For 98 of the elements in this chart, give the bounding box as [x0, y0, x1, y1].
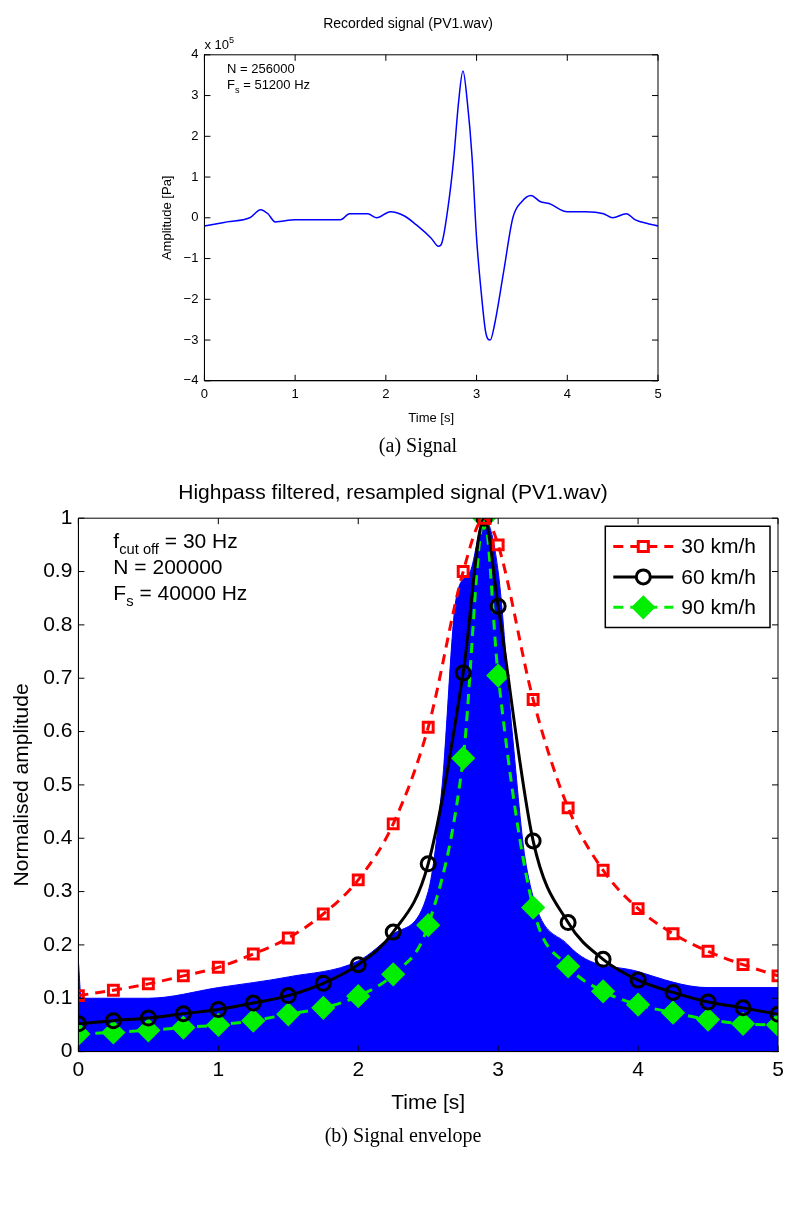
x-tick-label: 1 — [291, 386, 299, 402]
y-axis-title: Amplitude [Pa] — [159, 175, 175, 261]
y-tick-label: 0.7 — [43, 665, 73, 689]
point — [591, 979, 615, 1003]
text: (b) Signal envelope — [323, 1124, 483, 1147]
y-tick-label: 2 — [191, 127, 199, 143]
point — [491, 538, 505, 552]
point — [489, 597, 507, 615]
y-tick-label: 0.3 — [43, 878, 73, 902]
point — [349, 956, 367, 974]
point — [384, 923, 402, 941]
point — [631, 902, 645, 916]
point — [104, 1012, 122, 1030]
y-tick-label: −3 — [183, 331, 199, 347]
point — [211, 960, 225, 974]
y-tick-label: −4 — [183, 372, 199, 388]
y-tick-label: 0 — [191, 209, 199, 225]
annotation: N = 256000 — [227, 61, 295, 76]
point — [526, 693, 540, 707]
point — [106, 983, 120, 997]
point — [556, 954, 580, 978]
point — [351, 873, 365, 887]
point — [279, 987, 297, 1005]
point — [246, 947, 260, 961]
point — [311, 996, 335, 1020]
y-tick-label: −1 — [183, 250, 199, 266]
point — [454, 664, 472, 682]
point — [626, 993, 650, 1017]
point — [451, 746, 475, 770]
point — [346, 984, 370, 1008]
point — [696, 1008, 720, 1032]
y-tick-label: 0.4 — [43, 825, 73, 849]
x-tick-label: 2 — [382, 386, 390, 402]
y-tick-label: 3 — [191, 87, 199, 103]
legend-label: 90 km/h — [681, 595, 756, 619]
point — [731, 1012, 755, 1036]
x-tick-label: 3 — [492, 1057, 504, 1080]
x-tick-label: 5 — [654, 386, 662, 402]
point — [421, 720, 435, 734]
y-tick-label: 0.6 — [43, 718, 73, 742]
y-tick-label: 4 — [191, 46, 199, 62]
chart-title: Recorded signal (PV1.wav) — [323, 15, 493, 32]
y-tick-label: 0.8 — [43, 611, 73, 635]
point — [176, 969, 190, 983]
point — [281, 931, 295, 945]
x-tick-label: 4 — [563, 386, 571, 402]
point — [386, 817, 400, 831]
point — [629, 971, 647, 989]
point — [141, 977, 155, 991]
y-tick-label: 0 — [60, 1038, 73, 1062]
point — [171, 1016, 195, 1040]
point — [244, 994, 262, 1012]
point — [241, 1009, 265, 1033]
y-axis-title: Normalised amplitude — [9, 683, 33, 887]
y-tick-label: 1 — [60, 505, 73, 528]
x-tick-label: 3 — [472, 386, 481, 402]
point — [174, 1005, 192, 1023]
point — [206, 1013, 230, 1037]
y-tick-label: 0.5 — [43, 771, 73, 795]
point — [276, 1002, 300, 1026]
legend-label: 30 km/h — [681, 534, 756, 558]
point — [419, 855, 437, 873]
point — [456, 565, 470, 578]
point — [596, 863, 610, 877]
point — [699, 993, 717, 1011]
point — [139, 1009, 157, 1027]
point — [561, 801, 575, 815]
point — [486, 664, 510, 688]
y-tick-label: 0.1 — [43, 985, 73, 1009]
x-tick-label: 1 — [212, 1057, 225, 1080]
point — [666, 927, 680, 941]
point — [701, 944, 715, 958]
x-axis-title: Time [s] — [408, 409, 455, 425]
point — [524, 832, 542, 850]
legend-label: 60 km/h — [681, 564, 756, 588]
y-tick-label: −2 — [183, 290, 199, 306]
point — [736, 958, 750, 972]
point — [734, 999, 752, 1017]
x-axis-title: Time [s] — [391, 1090, 466, 1114]
point — [209, 1000, 227, 1018]
y-tick-label: 1 — [191, 168, 199, 184]
point — [316, 907, 330, 921]
chart-title: Highpass filtered, resampled signal (PV1.wav) — [178, 480, 608, 504]
point — [559, 914, 577, 932]
y-tick-label: 0.9 — [43, 558, 73, 582]
point — [416, 913, 440, 937]
x-tick-label: 4 — [632, 1057, 645, 1080]
point — [594, 950, 612, 968]
annotation: N = 200000 — [113, 554, 223, 578]
x-tick-label: 5 — [772, 1057, 784, 1080]
point — [314, 974, 332, 992]
text: (a) Signal — [377, 434, 459, 457]
point — [664, 983, 682, 1001]
y-tick-label: 0.2 — [43, 931, 73, 955]
point — [521, 896, 545, 920]
point — [661, 1001, 685, 1025]
x-tick-label: 2 — [352, 1057, 365, 1080]
point — [381, 962, 405, 986]
